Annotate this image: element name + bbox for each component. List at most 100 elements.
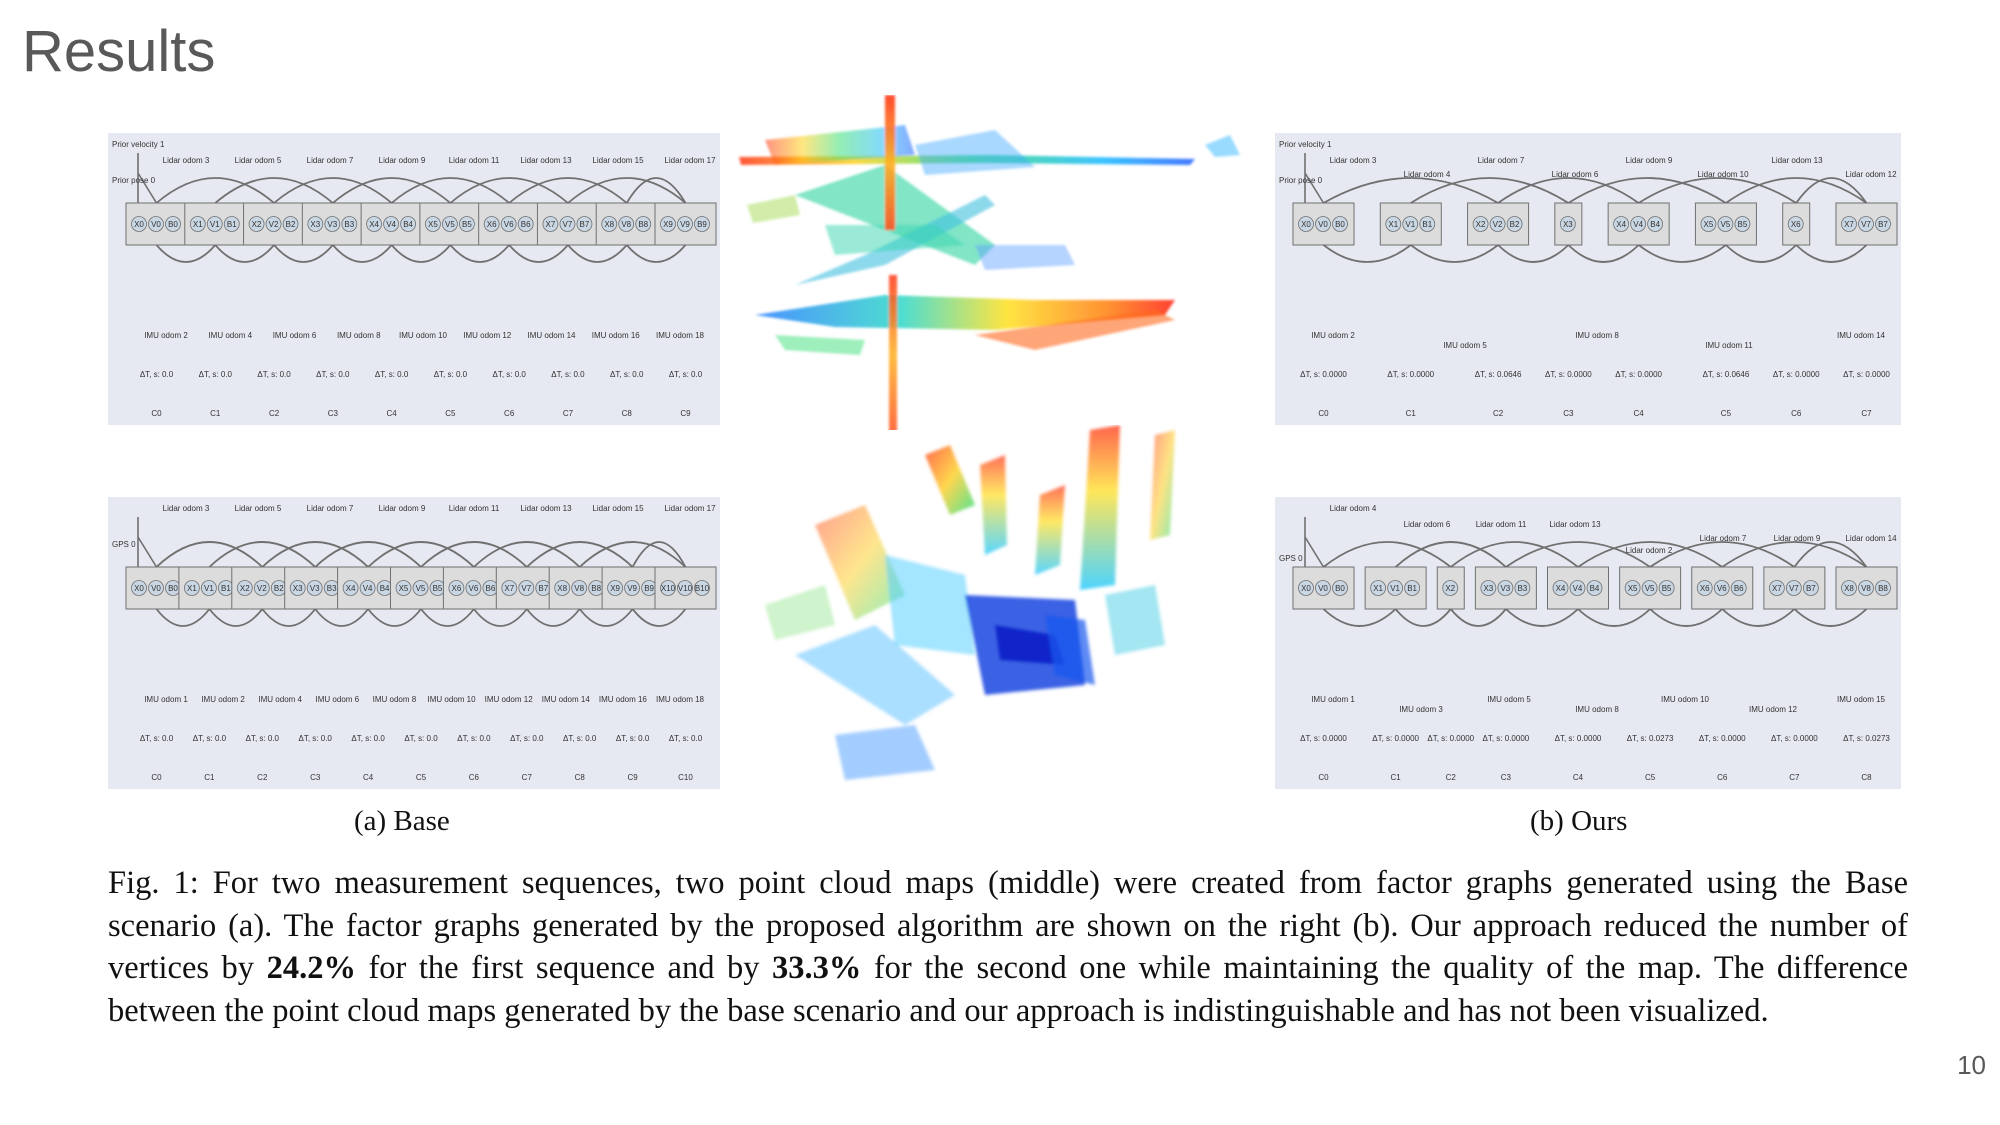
variable-node <box>660 216 676 232</box>
variable-node <box>1730 580 1747 596</box>
lidar-factor-edge <box>625 177 687 204</box>
cluster-label: C1 <box>1391 773 1402 782</box>
factor-graph-svg: X0 V0 B0 X1 V1 B1 X2 V2 B2 X3 X4 V4 B4 X5 V5 B5 X6 X7 V7 B7… <box>1279 140 1898 418</box>
variable-node <box>223 216 240 232</box>
variable-node-label: X2 <box>252 220 262 229</box>
cluster-label: C9 <box>627 773 638 782</box>
delta-t-label: ΔT, s: 0.0 <box>551 370 585 379</box>
delta-t-label: ΔT, s: 0.0 <box>246 734 280 743</box>
variable-node <box>282 216 299 232</box>
factor-labels-top: Prior velocity 1 Prior pose 0 Lidar odom 3… <box>112 140 716 185</box>
factor-graph-base-seq2: X0 V0 B0 X1 V1 B1 X2 V2 B2 X3 V3 B3 X4 V4 B4 X5 V5 B5 X6 V6… <box>108 497 720 789</box>
variable-node-label: B5 <box>462 220 472 229</box>
imu-factor-edge <box>567 244 628 263</box>
variable-node <box>201 580 217 596</box>
variable-node <box>448 580 465 596</box>
cluster-label: C3 <box>1563 409 1574 418</box>
lidar-factor-edge <box>273 177 393 204</box>
variable-node <box>395 580 412 596</box>
variable-node-label: V10 <box>678 584 693 593</box>
variable-node-label: B4 <box>1650 220 1660 229</box>
variable-node-label: B9 <box>644 584 654 593</box>
variable-node <box>559 216 576 232</box>
variable-node-label: V3 <box>1500 584 1510 593</box>
cluster-label: C6 <box>469 773 480 782</box>
lidar-factor-edge <box>631 541 687 568</box>
variable-node-label: B7 <box>1806 584 1816 593</box>
variable-node <box>501 580 518 596</box>
factor-label: IMU odom 18 <box>656 331 705 340</box>
variable-node-label: X8 <box>557 584 567 593</box>
delta-t-label: ΔT, s: 0.0 <box>457 734 491 743</box>
delta-t-label: ΔT, s: 0.0000 <box>1545 370 1592 379</box>
factor-edges <box>155 177 687 263</box>
factor-label: IMU odom 10 <box>1661 695 1710 704</box>
factor-label: Lidar odom 13 <box>1771 156 1823 165</box>
variable-node <box>366 216 383 232</box>
lidar-factor-edge <box>1410 177 1569 204</box>
lidar-factor-edge <box>1795 177 1868 204</box>
variable-node-label: B3 <box>344 220 354 229</box>
delta-t-label: ΔT, s: 0.0000 <box>1615 370 1662 379</box>
variable-node <box>184 580 200 596</box>
factor-label: Lidar odom 4 <box>1330 504 1377 513</box>
variable-node-label: V2 <box>269 220 279 229</box>
variable-node-label: X1 <box>187 584 197 593</box>
imu-factor-edge <box>420 608 475 627</box>
factor-label: IMU odom 8 <box>1575 705 1619 714</box>
cluster-row: ΔT, s: 0.0000 C0 ΔT, s: 0.0000 C1 ΔT, s: 0.0… <box>1300 370 1890 418</box>
variable-node-label: V5 <box>416 584 426 593</box>
imu-factor-edge <box>1505 608 1579 627</box>
variable-node <box>307 216 324 232</box>
variable-node <box>1472 216 1489 232</box>
delta-t-label: ΔT, s: 0.0 <box>375 370 409 379</box>
variable-node-label: B7 <box>1878 220 1888 229</box>
variable-node-label: V4 <box>363 584 373 593</box>
lidar-factor-edge <box>1638 177 1797 204</box>
lidar-factor-edge <box>1577 541 1723 568</box>
delta-t-label: ΔT, s: 0.0000 <box>1699 734 1746 743</box>
variable-node-label: V3 <box>327 220 337 229</box>
factor-labels-top: Prior velocity 1 Prior pose 0 Lidar odom 3… <box>1279 140 1897 185</box>
variable-node <box>131 580 147 596</box>
imu-factor-edge <box>208 608 264 627</box>
variable-node <box>306 580 323 596</box>
cluster-label: C5 <box>445 409 456 418</box>
variable-node-label: V5 <box>1645 584 1655 593</box>
variable-node <box>1370 580 1387 596</box>
delta-t-label: ΔT, s: 0.0 <box>610 370 644 379</box>
variable-node <box>324 216 341 232</box>
cluster-label: C3 <box>328 409 339 418</box>
lidar-factor-edge <box>155 541 263 568</box>
variable-node-label: X8 <box>1844 584 1854 593</box>
delta-t-label: ΔT, s: 0.0273 <box>1627 734 1674 743</box>
variable-node-label: X2 <box>1445 584 1455 593</box>
factor-label: IMU odom 5 <box>1443 341 1487 350</box>
lidar-factor-edge <box>1497 177 1640 204</box>
cluster-label: C4 <box>386 409 397 418</box>
subcaption-ours: (b) Ours <box>1530 805 1628 837</box>
lidar-factor-edge <box>1322 541 1452 568</box>
imu-factor-edge <box>1450 608 1507 627</box>
variable-node-label: B7 <box>580 220 590 229</box>
imu-factor-edge <box>314 608 369 627</box>
variable-node-label: V7 <box>1789 584 1799 593</box>
variable-node <box>554 580 571 596</box>
variable-node <box>1858 216 1874 232</box>
variable-node <box>1552 580 1569 596</box>
cluster-label: C5 <box>1721 409 1732 418</box>
lidar-factor-edge <box>420 541 528 568</box>
variable-node <box>465 580 482 596</box>
variable-node-label: B1 <box>1407 584 1417 593</box>
variable-node-label: B9 <box>697 220 707 229</box>
delta-t-label: ΔT, s: 0.0 <box>316 370 350 379</box>
imu-factor-edge <box>155 608 211 627</box>
factor-label: IMU odom 12 <box>463 331 512 340</box>
factor-label: Lidar odom 14 <box>1845 534 1897 543</box>
delta-t-label: ΔT, s: 0.0000 <box>1300 734 1347 743</box>
variable-node-label: V2 <box>1493 220 1503 229</box>
variable-node-label: X6 <box>1700 584 1710 593</box>
lidar-factor-edge <box>1721 541 1868 568</box>
variable-node-label: X5 <box>1628 584 1638 593</box>
factor-labels-bottom: IMU odom 2 IMU odom 5 IMU odom 8 IMU odom 1… <box>1311 331 1885 350</box>
